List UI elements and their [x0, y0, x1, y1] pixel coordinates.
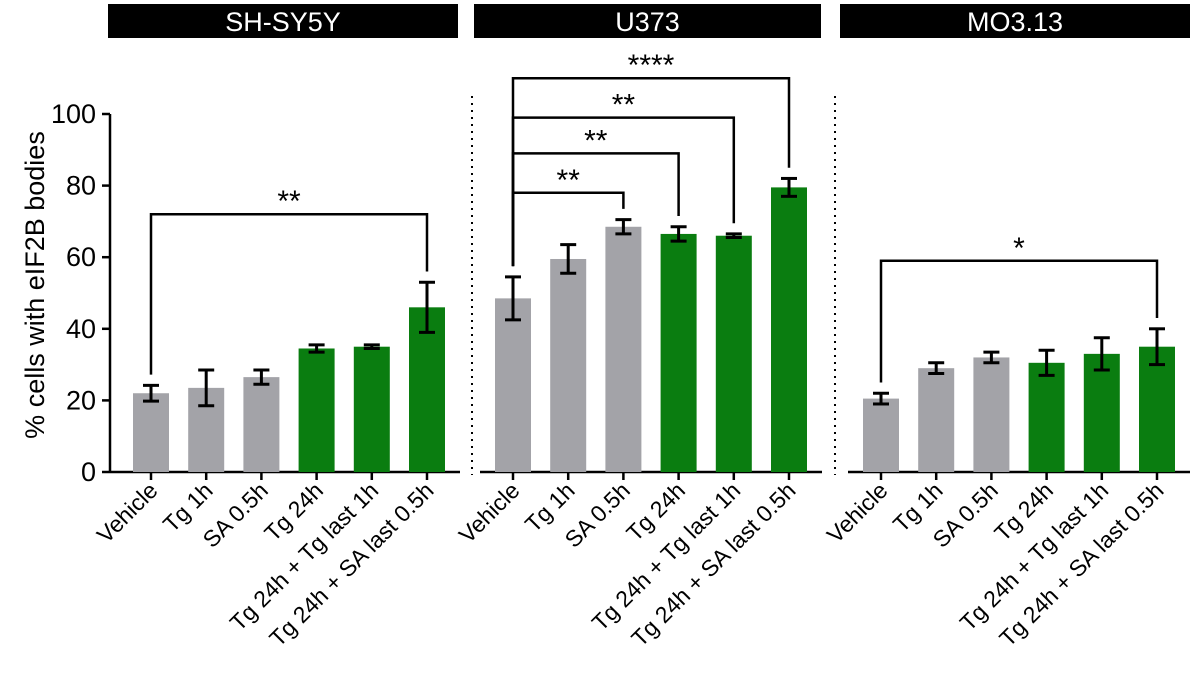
bar [353, 346, 390, 472]
bar [771, 187, 807, 472]
significance-bracket [511, 76, 791, 267]
significance-label: * [1013, 232, 1025, 265]
y-tick-label: 100 [51, 99, 96, 129]
bar [973, 357, 1010, 472]
bar [1139, 346, 1175, 472]
significance-bracket [511, 152, 680, 267]
y-tick-label: 80 [66, 171, 96, 201]
bar [1028, 362, 1065, 472]
significance-bracket [149, 212, 429, 375]
panel-header [474, 4, 821, 38]
significance-label: ** [277, 185, 301, 218]
bar [298, 348, 335, 472]
significance-label: ** [612, 89, 636, 122]
y-tick-label: 20 [66, 385, 96, 415]
y-tick-label: 60 [66, 242, 96, 272]
bar [133, 393, 169, 472]
y-axis-label: % cells with eIF2B bodies [20, 131, 50, 439]
significance-bracket [879, 259, 1159, 383]
significance-label: ** [584, 124, 608, 157]
panel-header [108, 4, 458, 38]
bar [409, 307, 445, 472]
bar [863, 398, 899, 472]
panel-title: U373 [615, 7, 680, 37]
bar [495, 298, 531, 472]
significance-label: **** [628, 49, 675, 82]
panel-title: SH-SY5Y [225, 7, 341, 37]
bar [550, 258, 587, 472]
x-tick-label: Vehicle [92, 477, 163, 548]
bar [660, 233, 697, 472]
panel-header [840, 4, 1190, 38]
panel-title: MO3.13 [967, 7, 1063, 37]
y-tick-label: 0 [81, 457, 96, 487]
bar [605, 226, 642, 472]
y-tick-label: 40 [66, 314, 96, 344]
bar [918, 368, 955, 472]
significance-label: ** [557, 164, 581, 197]
bar [1083, 353, 1120, 472]
x-tick-label: Vehicle [822, 477, 893, 548]
bar [243, 377, 280, 472]
x-tick-label: Vehicle [454, 477, 525, 548]
bar [715, 235, 752, 472]
